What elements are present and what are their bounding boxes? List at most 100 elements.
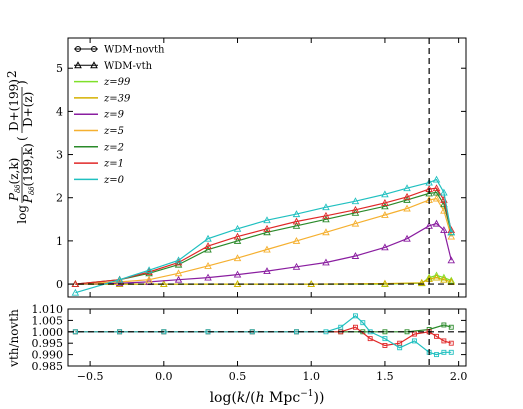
data-point <box>322 228 330 236</box>
data-point <box>403 184 411 192</box>
y-tick-label: 1.005 <box>32 314 64 327</box>
data-point <box>145 268 153 275</box>
data-point <box>381 279 389 287</box>
ylabel-den-sub: δδ <box>28 186 36 194</box>
data-point <box>352 313 358 319</box>
data-point <box>322 211 330 219</box>
ylabel-den-p: P <box>21 194 35 204</box>
data-point <box>447 256 456 264</box>
xlabel-unit: Mpc <box>265 390 301 406</box>
data-point <box>382 336 388 342</box>
legend-label: z=1 <box>103 159 124 170</box>
series-line-z=2 <box>75 324 452 333</box>
data-point <box>204 234 212 242</box>
data-point <box>381 198 389 206</box>
data-point <box>292 236 301 244</box>
data-point <box>440 275 448 283</box>
data-point <box>403 192 411 200</box>
data-point <box>292 262 301 270</box>
legend: WDM-novth WDM-vth z=99 z=39 z=9 z=5 z=2 z=1 z=0 <box>74 45 165 186</box>
ylabel-prefix: log <box>15 205 29 224</box>
data-point <box>381 190 389 198</box>
y-tick-label: 4 <box>56 105 63 118</box>
y-tick-label: 0.990 <box>32 349 64 362</box>
data-point <box>447 232 456 240</box>
legend-label: z=5 <box>103 126 124 137</box>
data-point <box>432 273 441 281</box>
ylabel-den-arg: (199,k) <box>21 143 35 186</box>
data-point <box>367 336 373 342</box>
x-tick-label: 1.0 <box>302 370 320 383</box>
data-point <box>432 175 441 183</box>
ratio-ticks: −0.5 0.0 0.5 1.0 1.5 2.00.9850.9900.9951.0001… <box>32 303 468 383</box>
ylabel-close-paren: ) <box>15 80 29 85</box>
ratio-reference-lines <box>68 309 466 366</box>
data-point <box>292 210 301 218</box>
xlabel-exp: −1 <box>300 389 313 399</box>
data-point <box>322 203 330 211</box>
ratio-panel: −0.5 0.0 0.5 1.0 1.5 2.00.9850.9900.9951.0001… <box>7 303 467 383</box>
series-line-z=1 <box>75 326 452 347</box>
data-point <box>447 276 456 284</box>
data-point <box>233 270 242 278</box>
data-point <box>397 340 403 346</box>
data-point <box>338 324 344 330</box>
data-point <box>418 278 426 286</box>
data-point <box>204 261 212 269</box>
data-point <box>174 260 183 268</box>
data-point <box>403 204 411 212</box>
ylabel-dnum: D+(199) <box>7 79 21 131</box>
data-point <box>440 226 448 234</box>
data-point <box>292 217 301 225</box>
data-point <box>432 194 441 202</box>
data-point <box>434 352 439 358</box>
data-point <box>403 234 411 242</box>
xlabel-k: k <box>237 390 245 406</box>
y-tick-label: 0.995 <box>32 337 64 350</box>
data-point <box>432 184 441 192</box>
data-point <box>381 243 389 251</box>
data-point <box>397 345 403 351</box>
ylabel-num-arg: (z,k) <box>7 158 21 185</box>
ylabel-num-p: P <box>7 192 21 202</box>
legend-circle-marker <box>91 46 97 52</box>
main-reference-lines <box>68 38 466 297</box>
data-point <box>263 228 271 236</box>
legend-label: z=99 <box>103 77 131 88</box>
ylabel-num-sub: δδ <box>14 184 22 192</box>
series-line-z=0 <box>75 178 452 294</box>
data-point <box>115 275 124 283</box>
ylabel-open-paren: ( <box>15 136 29 141</box>
data-point <box>432 219 441 227</box>
y-tick-label: 1.010 <box>32 303 64 316</box>
x-tick-label: 2.0 <box>450 370 468 383</box>
data-point <box>145 275 153 283</box>
data-point <box>447 228 456 236</box>
data-point <box>263 245 271 253</box>
data-point <box>432 188 441 196</box>
series-line-z=0 <box>75 315 452 356</box>
x-tick-label: 0.0 <box>155 370 173 383</box>
y-tick-label: 2 <box>56 192 63 205</box>
main-series <box>71 175 456 296</box>
xlabel-prefix: log( <box>210 390 237 406</box>
data-point <box>204 273 212 281</box>
data-point <box>382 343 388 348</box>
data-point <box>448 349 454 355</box>
legend-label: WDM-vth <box>104 61 153 72</box>
data-point <box>448 324 454 330</box>
y-tick-label: 1.000 <box>32 326 64 339</box>
data-point <box>233 254 242 262</box>
legend-triangle-marker <box>90 61 98 69</box>
x-tick-label: 1.5 <box>376 370 394 383</box>
data-point <box>360 320 366 326</box>
ylabel-exp: 2 <box>5 70 19 78</box>
data-point <box>233 232 242 240</box>
data-point <box>441 349 447 355</box>
data-point <box>351 197 360 205</box>
data-point <box>204 242 212 250</box>
data-point <box>447 226 456 234</box>
data-point <box>411 338 417 344</box>
data-point <box>292 221 301 229</box>
